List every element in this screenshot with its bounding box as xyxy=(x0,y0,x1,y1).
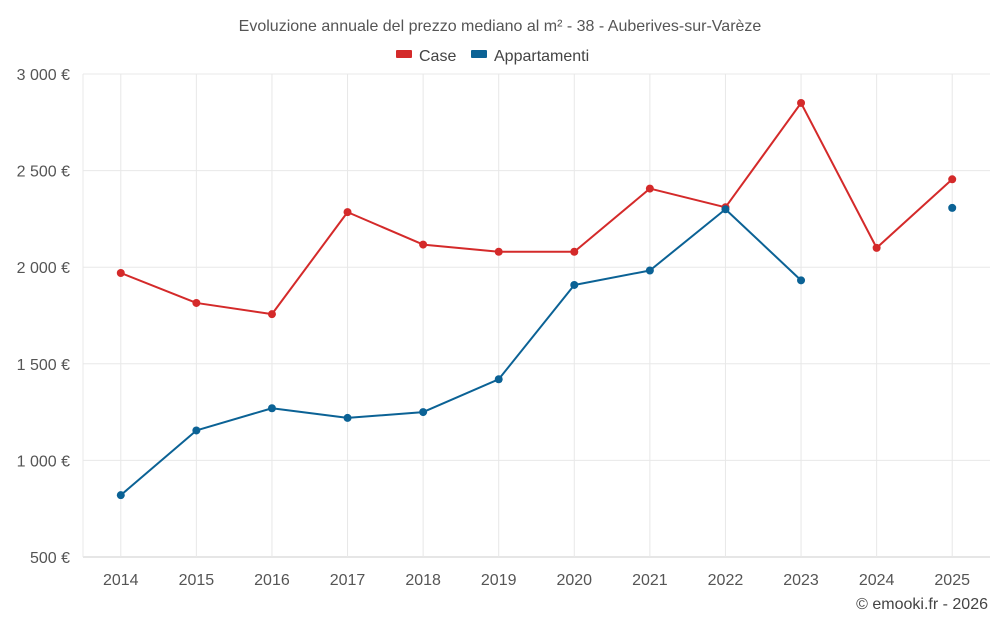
x-tick-label: 2016 xyxy=(254,572,290,589)
x-tick-label: 2017 xyxy=(330,572,366,589)
chart-title: Evoluzione annuale del prezzo mediano al… xyxy=(239,18,762,35)
x-axis-labels: 2014 2015 2016 2017 2018 2019 2020 2021 2022 2023… xyxy=(103,572,970,589)
x-tick-label: 2024 xyxy=(859,572,895,589)
data-point-appartamenti-2022[interactable] xyxy=(721,205,730,214)
data-point-case-2018[interactable] xyxy=(419,240,428,249)
x-tick-label: 2021 xyxy=(632,572,668,589)
legend-label-case: Case xyxy=(419,48,456,65)
data-point-appartamenti-2014[interactable] xyxy=(116,491,125,500)
series-line-case xyxy=(120,101,953,316)
data-point-appartamenti-2018[interactable] xyxy=(419,408,428,417)
data-point-appartamenti-2015[interactable] xyxy=(192,426,201,435)
data-point-case-2025[interactable] xyxy=(948,175,957,184)
legend: Case Appartamenti xyxy=(396,48,589,65)
series xyxy=(116,98,957,500)
data-point-appartamenti-2019[interactable] xyxy=(494,375,503,384)
legend-swatch-case xyxy=(396,50,412,58)
y-tick-label: 2 500 € xyxy=(17,164,70,181)
x-tick-label: 2014 xyxy=(103,572,139,589)
data-point-appartamenti-2025[interactable] xyxy=(948,203,957,212)
y-tick-label: 1 000 € xyxy=(17,453,70,470)
y-tick-label: 3 000 € xyxy=(17,67,70,84)
data-point-case-2017[interactable] xyxy=(343,208,352,217)
y-tick-label: 1 500 € xyxy=(17,357,70,374)
data-point-appartamenti-2016[interactable] xyxy=(267,404,276,413)
x-tick-label: 2019 xyxy=(481,572,517,589)
data-point-case-2020[interactable] xyxy=(570,247,579,256)
data-point-case-2016[interactable] xyxy=(267,310,276,319)
data-point-case-2019[interactable] xyxy=(494,247,503,256)
data-point-appartamenti-2023[interactable] xyxy=(797,276,806,285)
x-tick-label: 2020 xyxy=(556,572,592,589)
series-line-appartamenti xyxy=(120,208,802,496)
legend-swatch-appartamenti xyxy=(471,50,487,58)
data-point-appartamenti-2021[interactable] xyxy=(645,266,654,275)
data-point-case-2024[interactable] xyxy=(872,243,881,252)
x-tick-label: 2025 xyxy=(934,572,970,589)
data-point-case-2021[interactable] xyxy=(645,184,654,193)
y-tick-label: 500 € xyxy=(30,550,70,567)
y-tick-label: 2 000 € xyxy=(17,260,70,277)
legend-label-appartamenti: Appartamenti xyxy=(494,48,589,65)
data-point-appartamenti-2017[interactable] xyxy=(343,413,352,422)
grid xyxy=(82,73,990,558)
credit-text: © emooki.fr - 2026 xyxy=(856,596,988,613)
data-point-case-2014[interactable] xyxy=(116,268,125,277)
y-axis-labels: 500 € 1 000 € 1 500 € 2 000 € 2 500 € 3 000 € xyxy=(17,67,70,567)
data-point-case-2015[interactable] xyxy=(192,298,201,307)
data-point-case-2023[interactable] xyxy=(797,98,806,107)
x-tick-label: 2023 xyxy=(783,572,819,589)
x-tick-label: 2018 xyxy=(405,572,441,589)
x-tick-label: 2015 xyxy=(179,572,215,589)
x-tick-label: 2022 xyxy=(708,572,744,589)
data-point-appartamenti-2020[interactable] xyxy=(570,280,579,289)
